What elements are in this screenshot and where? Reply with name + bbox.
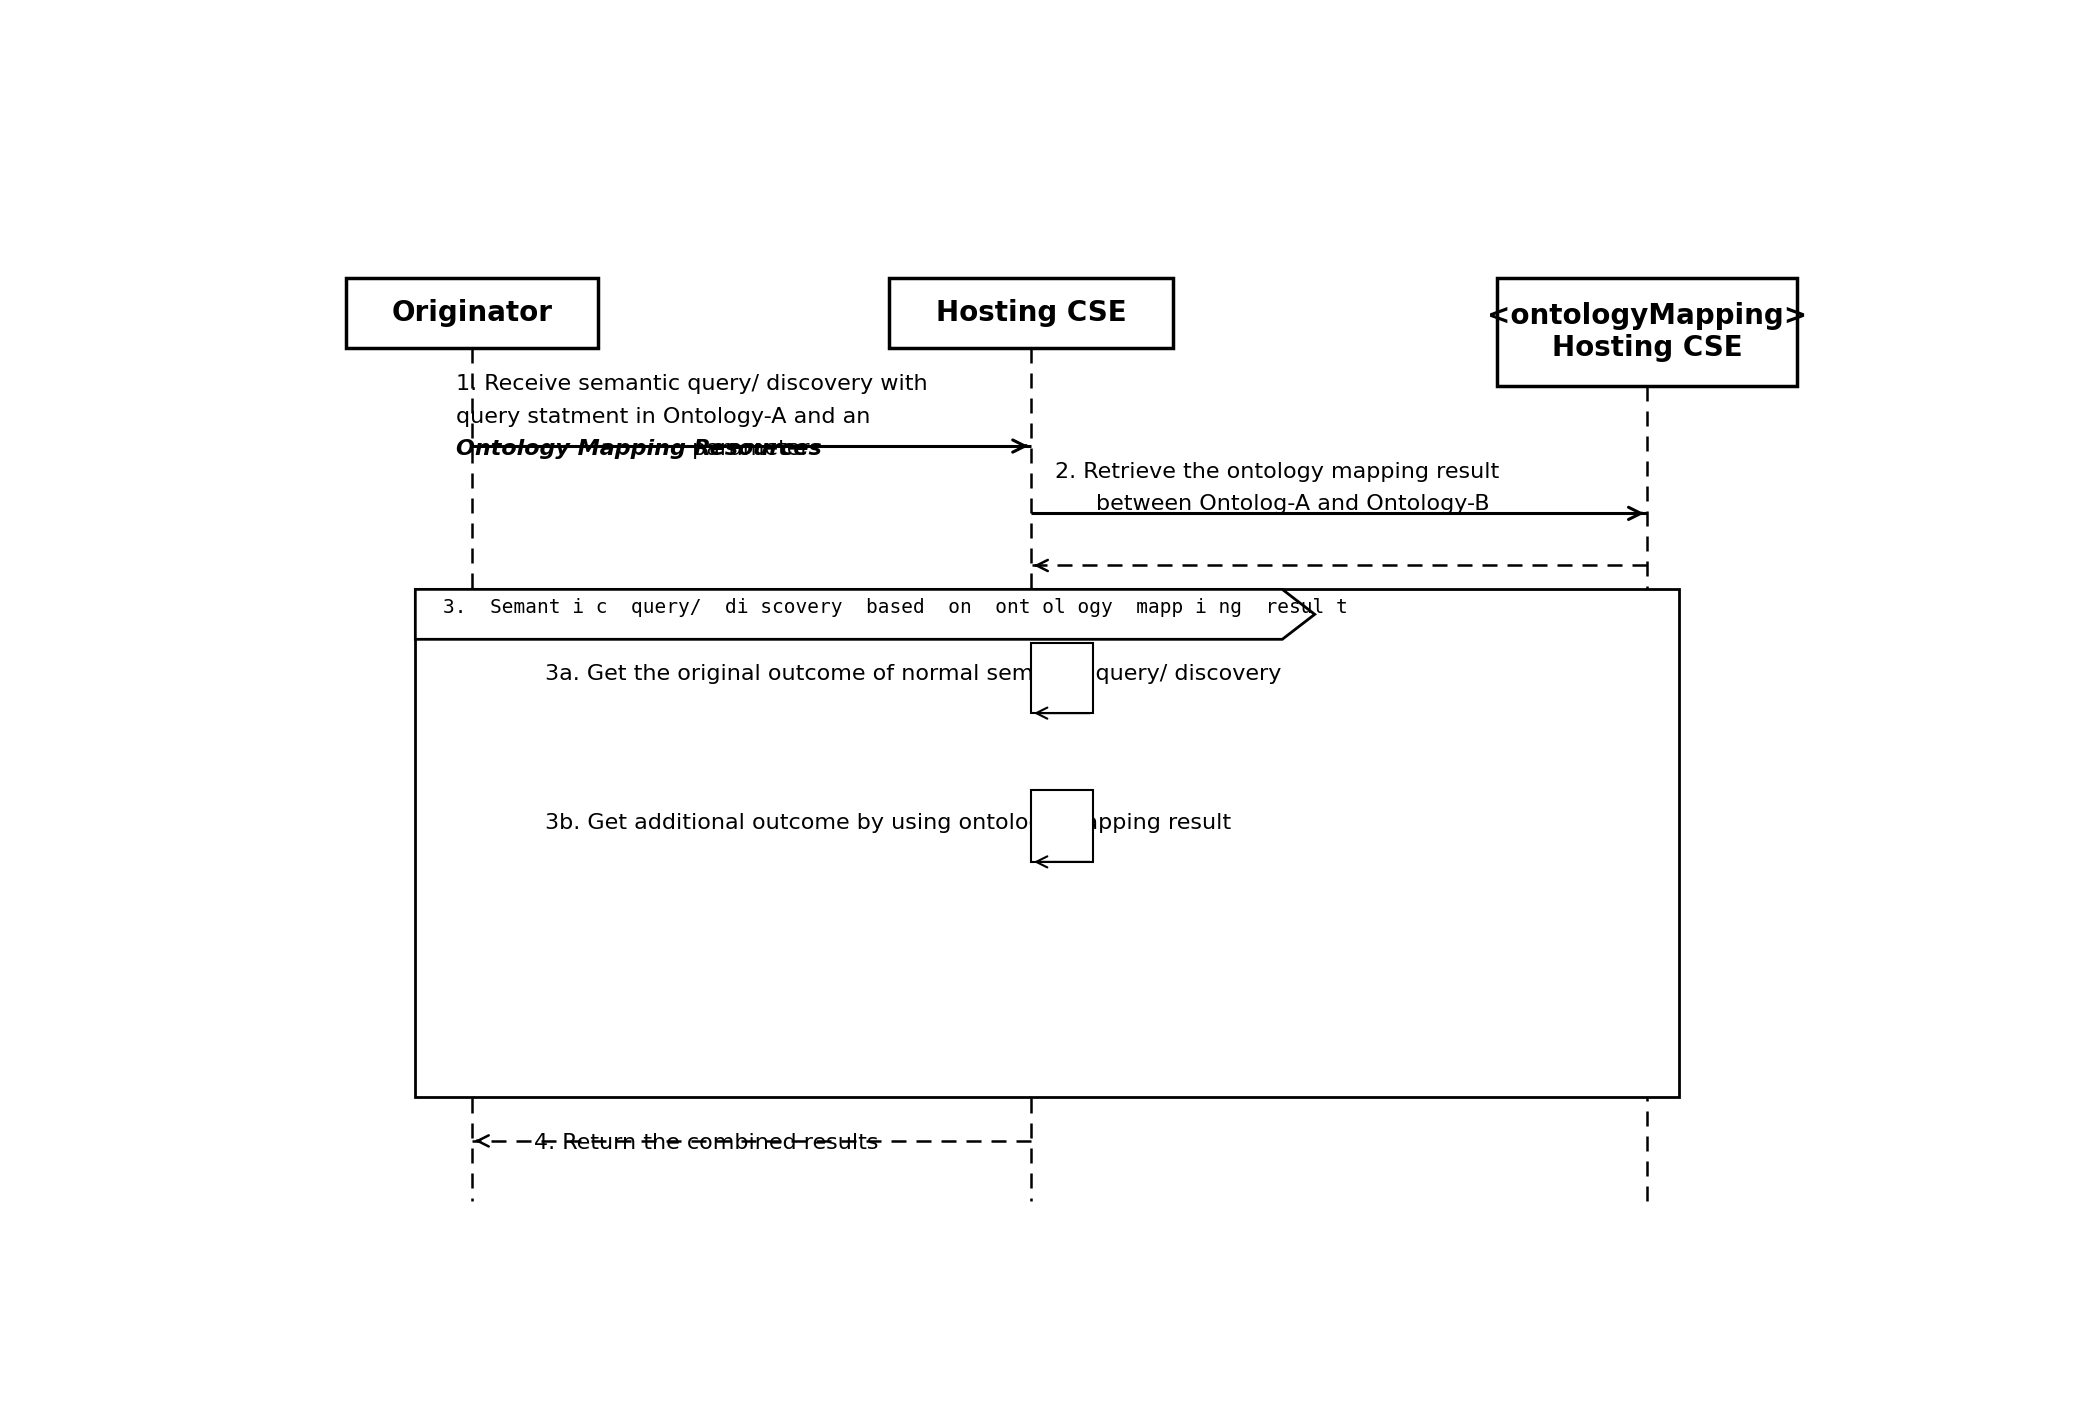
Text: 2. Retrieve the ontology mapping result: 2. Retrieve the ontology mapping result — [1056, 462, 1499, 482]
Text: <ontologyMapping>
Hosting CSE: <ontologyMapping> Hosting CSE — [1487, 302, 1807, 362]
Text: 3b. Get additional outcome by using ontology mapping result: 3b. Get additional outcome by using onto… — [546, 812, 1232, 833]
Text: parameter: parameter — [686, 439, 809, 460]
Bar — [416, 589, 1679, 1097]
Text: 1. Receive semantic query/ discovery with: 1. Receive semantic query/ discovery wit… — [456, 374, 928, 393]
Bar — [1031, 790, 1094, 862]
Text: 3.  Semant i c  query/  di scovery  based  on  ont ol ogy  mapp i ng  resul t: 3. Semant i c query/ di scovery based on… — [443, 598, 1347, 618]
Text: 4. Return the combined results: 4. Return the combined results — [533, 1132, 878, 1153]
Text: 3a. Get the original outcome of normal semantic query/ discovery: 3a. Get the original outcome of normal s… — [546, 664, 1282, 684]
Text: query statment in Ontology-A and an: query statment in Ontology-A and an — [456, 406, 870, 426]
Text: Ontology Mapping Resources: Ontology Mapping Resources — [456, 439, 822, 460]
Text: Hosting CSE: Hosting CSE — [937, 299, 1127, 327]
Bar — [1031, 643, 1094, 713]
Bar — [347, 278, 598, 348]
Bar — [889, 278, 1173, 348]
Bar — [1497, 278, 1796, 386]
Text: between Ontolog-A and Ontology-B: between Ontolog-A and Ontology-B — [1096, 495, 1489, 515]
Polygon shape — [416, 589, 1315, 639]
Text: Originator: Originator — [391, 299, 552, 327]
